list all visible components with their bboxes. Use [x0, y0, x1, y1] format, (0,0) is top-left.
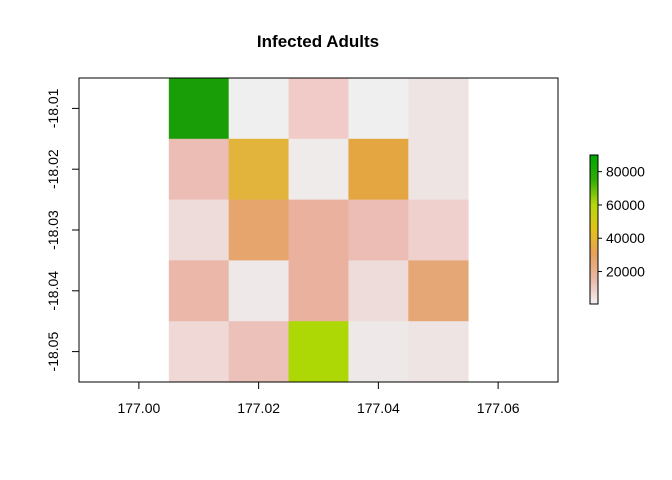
heatmap-cell-r4-c4 [408, 321, 469, 383]
heatmap-cell-r3-c2 [288, 260, 349, 322]
color-legend: 20000 40000 60000 80000 [589, 154, 645, 305]
y-tick-label: -18.04 [45, 271, 61, 311]
heatmap-cell-r2-c1 [228, 199, 289, 261]
heatmap-cell-r0-c2 [288, 78, 349, 140]
legend-tick-label: 60000 [606, 197, 645, 213]
heatmap-cell-r1-c4 [408, 138, 469, 200]
x-tick-label: 177.02 [237, 400, 280, 416]
y-tick-label: -18.05 [45, 332, 61, 372]
x-tick-label: 177.06 [477, 400, 520, 416]
y-tick-label: -18.02 [45, 149, 61, 189]
heatmap-cell-r3-c0 [168, 260, 230, 322]
heatmap-cell-r1-c3 [348, 138, 409, 200]
legend-tick-label: 40000 [606, 230, 645, 246]
heatmap-cell-r4-c1 [228, 321, 289, 383]
chart-title: Infected Adults [257, 32, 379, 51]
x-axis: 177.00 177.02 177.04 177.06 [117, 381, 520, 416]
heatmap-cell-r4-c2 [288, 321, 349, 383]
legend-tick-label: 80000 [606, 164, 645, 180]
heatmap-cell-r3-c1 [228, 260, 289, 322]
y-tick-label: -18.03 [45, 210, 61, 250]
legend-tick-label: 20000 [606, 264, 645, 280]
x-tick-label: 177.00 [117, 400, 160, 416]
heatmap-cell-r1-c1 [228, 138, 289, 200]
x-tick-label: 177.04 [357, 400, 400, 416]
heatmap-cell-r2-c2 [288, 199, 349, 261]
heatmap-cells [168, 78, 469, 383]
heatmap-cell-r3-c3 [348, 260, 409, 322]
heatmap-cell-r0-c3 [348, 78, 409, 140]
heatmap-cell-r4-c0 [168, 321, 230, 383]
heatmap-cell-r0-c0 [168, 78, 230, 140]
heatmap-cell-r0-c4 [408, 78, 469, 140]
heatmap-cell-r1-c2 [288, 138, 349, 200]
heatmap-cell-r1-c0 [168, 138, 230, 200]
y-tick-label: -18.01 [45, 88, 61, 128]
heatmap-cell-r2-c4 [408, 199, 469, 261]
heatmap-cell-r4-c3 [348, 321, 409, 383]
heatmap-cell-r0-c1 [228, 78, 289, 140]
y-axis: -18.01 -18.02 -18.03 -18.04 -18.05 [45, 88, 80, 372]
heatmap-cell-r2-c3 [348, 199, 409, 261]
heatmap-cell-r3-c4 [408, 260, 469, 322]
heatmap-cell-r2-c0 [168, 199, 230, 261]
legend-colorbar [589, 154, 599, 305]
